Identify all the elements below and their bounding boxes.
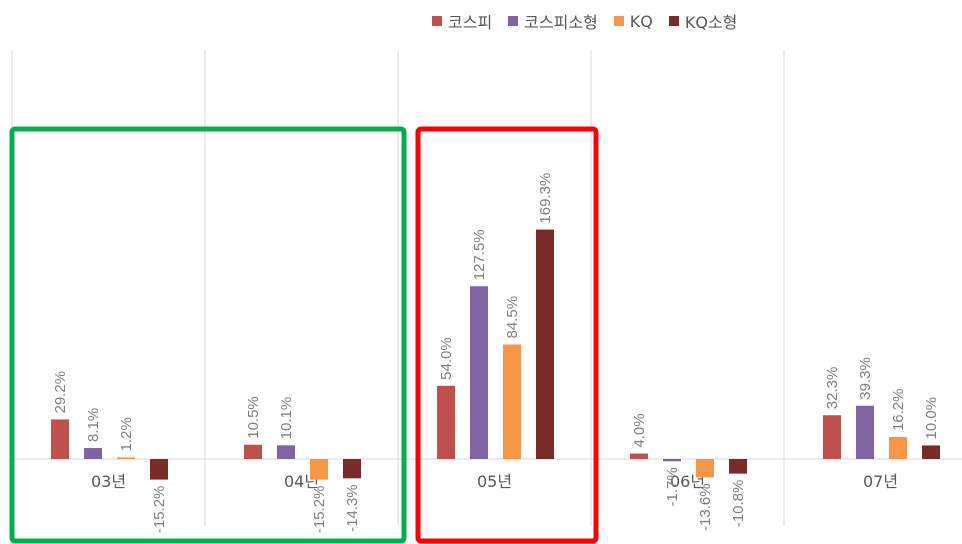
legend-item-kq: KQ <box>613 11 653 31</box>
data-label: 8.1% <box>85 408 102 442</box>
data-label: 1.2% <box>118 417 135 451</box>
highlight-box <box>415 126 599 544</box>
bar <box>51 419 69 459</box>
bar <box>536 229 554 459</box>
data-label: -13.6% <box>697 483 714 531</box>
bar <box>889 437 907 459</box>
bar <box>663 459 681 462</box>
data-label: 10.0% <box>923 397 940 440</box>
highlight-box <box>9 126 407 544</box>
legend-swatch-kq <box>613 16 624 26</box>
legend-label-kq: KQ <box>629 11 653 31</box>
category-label: 03년 <box>91 472 126 491</box>
bar <box>856 405 874 459</box>
data-label: 127.5% <box>471 229 488 280</box>
bar <box>922 445 940 459</box>
legend-swatch-kospi-small <box>508 16 519 26</box>
bar <box>630 453 648 459</box>
category-label: 07년 <box>863 472 898 491</box>
bar <box>150 459 168 480</box>
chart-legend: 코스피 코스피소형 KQ KQ소형 <box>432 8 737 34</box>
data-label: 29.2% <box>52 371 69 414</box>
data-label: 54.0% <box>438 337 455 380</box>
legend-label-kq-small: KQ소형 <box>684 13 738 32</box>
bar <box>343 459 361 479</box>
bar <box>503 344 521 459</box>
legend-label-kospi-small: 코스피소형 <box>524 13 598 32</box>
bar <box>470 286 488 459</box>
bar <box>310 459 328 480</box>
legend-label-kospi: 코스피 <box>448 13 493 32</box>
data-label: -1.7% <box>664 467 681 506</box>
bar <box>696 459 714 478</box>
data-label: 84.5% <box>504 296 521 339</box>
data-label: -10.8% <box>730 480 747 528</box>
data-label: 16.2% <box>890 389 907 432</box>
bar <box>244 444 262 459</box>
legend-swatch-kospi <box>432 16 442 26</box>
data-label: -15.2% <box>311 486 328 534</box>
data-label: 4.0% <box>631 413 648 447</box>
legend-item-kq-small: KQ소형 <box>668 9 738 33</box>
legend-item-kospi: 코스피 <box>432 9 492 33</box>
bar <box>729 459 747 474</box>
bar <box>437 385 455 459</box>
bar <box>823 415 841 459</box>
data-label: 32.3% <box>824 367 841 410</box>
legend-item-kospi-small: 코스피소형 <box>508 9 598 33</box>
data-label: 10.5% <box>245 396 262 439</box>
data-label: -14.3% <box>344 484 361 532</box>
bar <box>117 457 135 459</box>
category-label: 05년 <box>477 472 512 491</box>
data-label: 10.1% <box>278 397 295 440</box>
bar <box>277 445 295 459</box>
legend-swatch-kq-small <box>668 16 679 26</box>
data-label: 39.3% <box>857 357 874 400</box>
data-label: -15.2% <box>151 486 168 534</box>
data-label: 169.3% <box>537 173 554 224</box>
bar <box>84 448 102 459</box>
